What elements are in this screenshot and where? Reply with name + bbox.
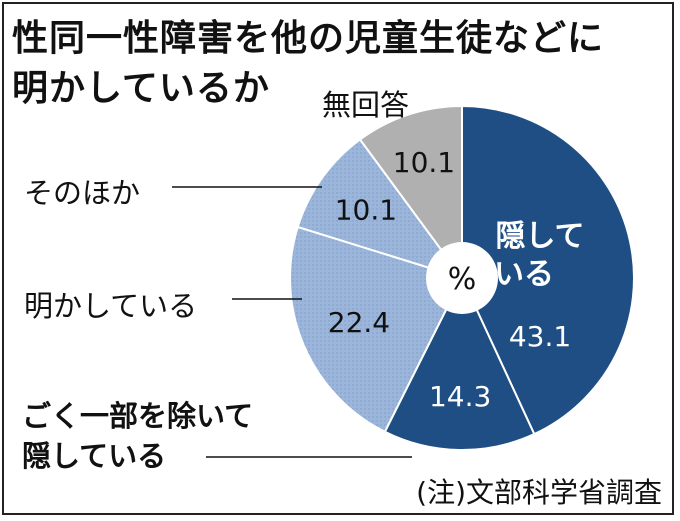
source-note: (注)文部科学省調査 bbox=[416, 476, 662, 509]
pie-slice-3 bbox=[296, 138, 465, 280]
slice-label-mostly-hidden-line-2: 隠している bbox=[22, 439, 167, 473]
slice-label-disclosed: 明かしている bbox=[24, 289, 198, 323]
chart-frame bbox=[2, 2, 674, 515]
slice-label-other: そのほか bbox=[24, 176, 141, 210]
data-label-4: 10.1 bbox=[393, 146, 455, 179]
pie-slice-2 bbox=[289, 225, 464, 434]
title-line-2: 明かしているか bbox=[12, 68, 270, 109]
chart-title: 性同一性障害を他の児童生徒などに 明かしているか bbox=[12, 14, 604, 114]
pie-center-hole bbox=[426, 242, 498, 314]
slice-label-mostly-hidden-line-1: ごく一部を除いて bbox=[22, 399, 254, 433]
pie-slice-1 bbox=[383, 275, 536, 451]
data-label-3: 10.1 bbox=[335, 194, 397, 227]
data-label-1: 14.3 bbox=[429, 380, 491, 413]
pie-slice-0 bbox=[461, 104, 635, 436]
data-label-2: 22.4 bbox=[328, 306, 390, 339]
data-label-0: 43.1 bbox=[509, 320, 571, 353]
slice-label-hidden-line-2: いる bbox=[494, 257, 554, 292]
slice-label-hidden-line-1: 隠して bbox=[495, 219, 584, 254]
pie-slice-4 bbox=[358, 104, 463, 282]
title-line-1: 性同一性障害を他の児童生徒などに bbox=[12, 18, 605, 59]
pie-center-unit: % bbox=[448, 262, 477, 297]
slice-label-no-answer: 無回答 bbox=[322, 88, 410, 122]
slice-label-mostly-hidden: ごく一部を除いて 隠している bbox=[22, 396, 253, 476]
